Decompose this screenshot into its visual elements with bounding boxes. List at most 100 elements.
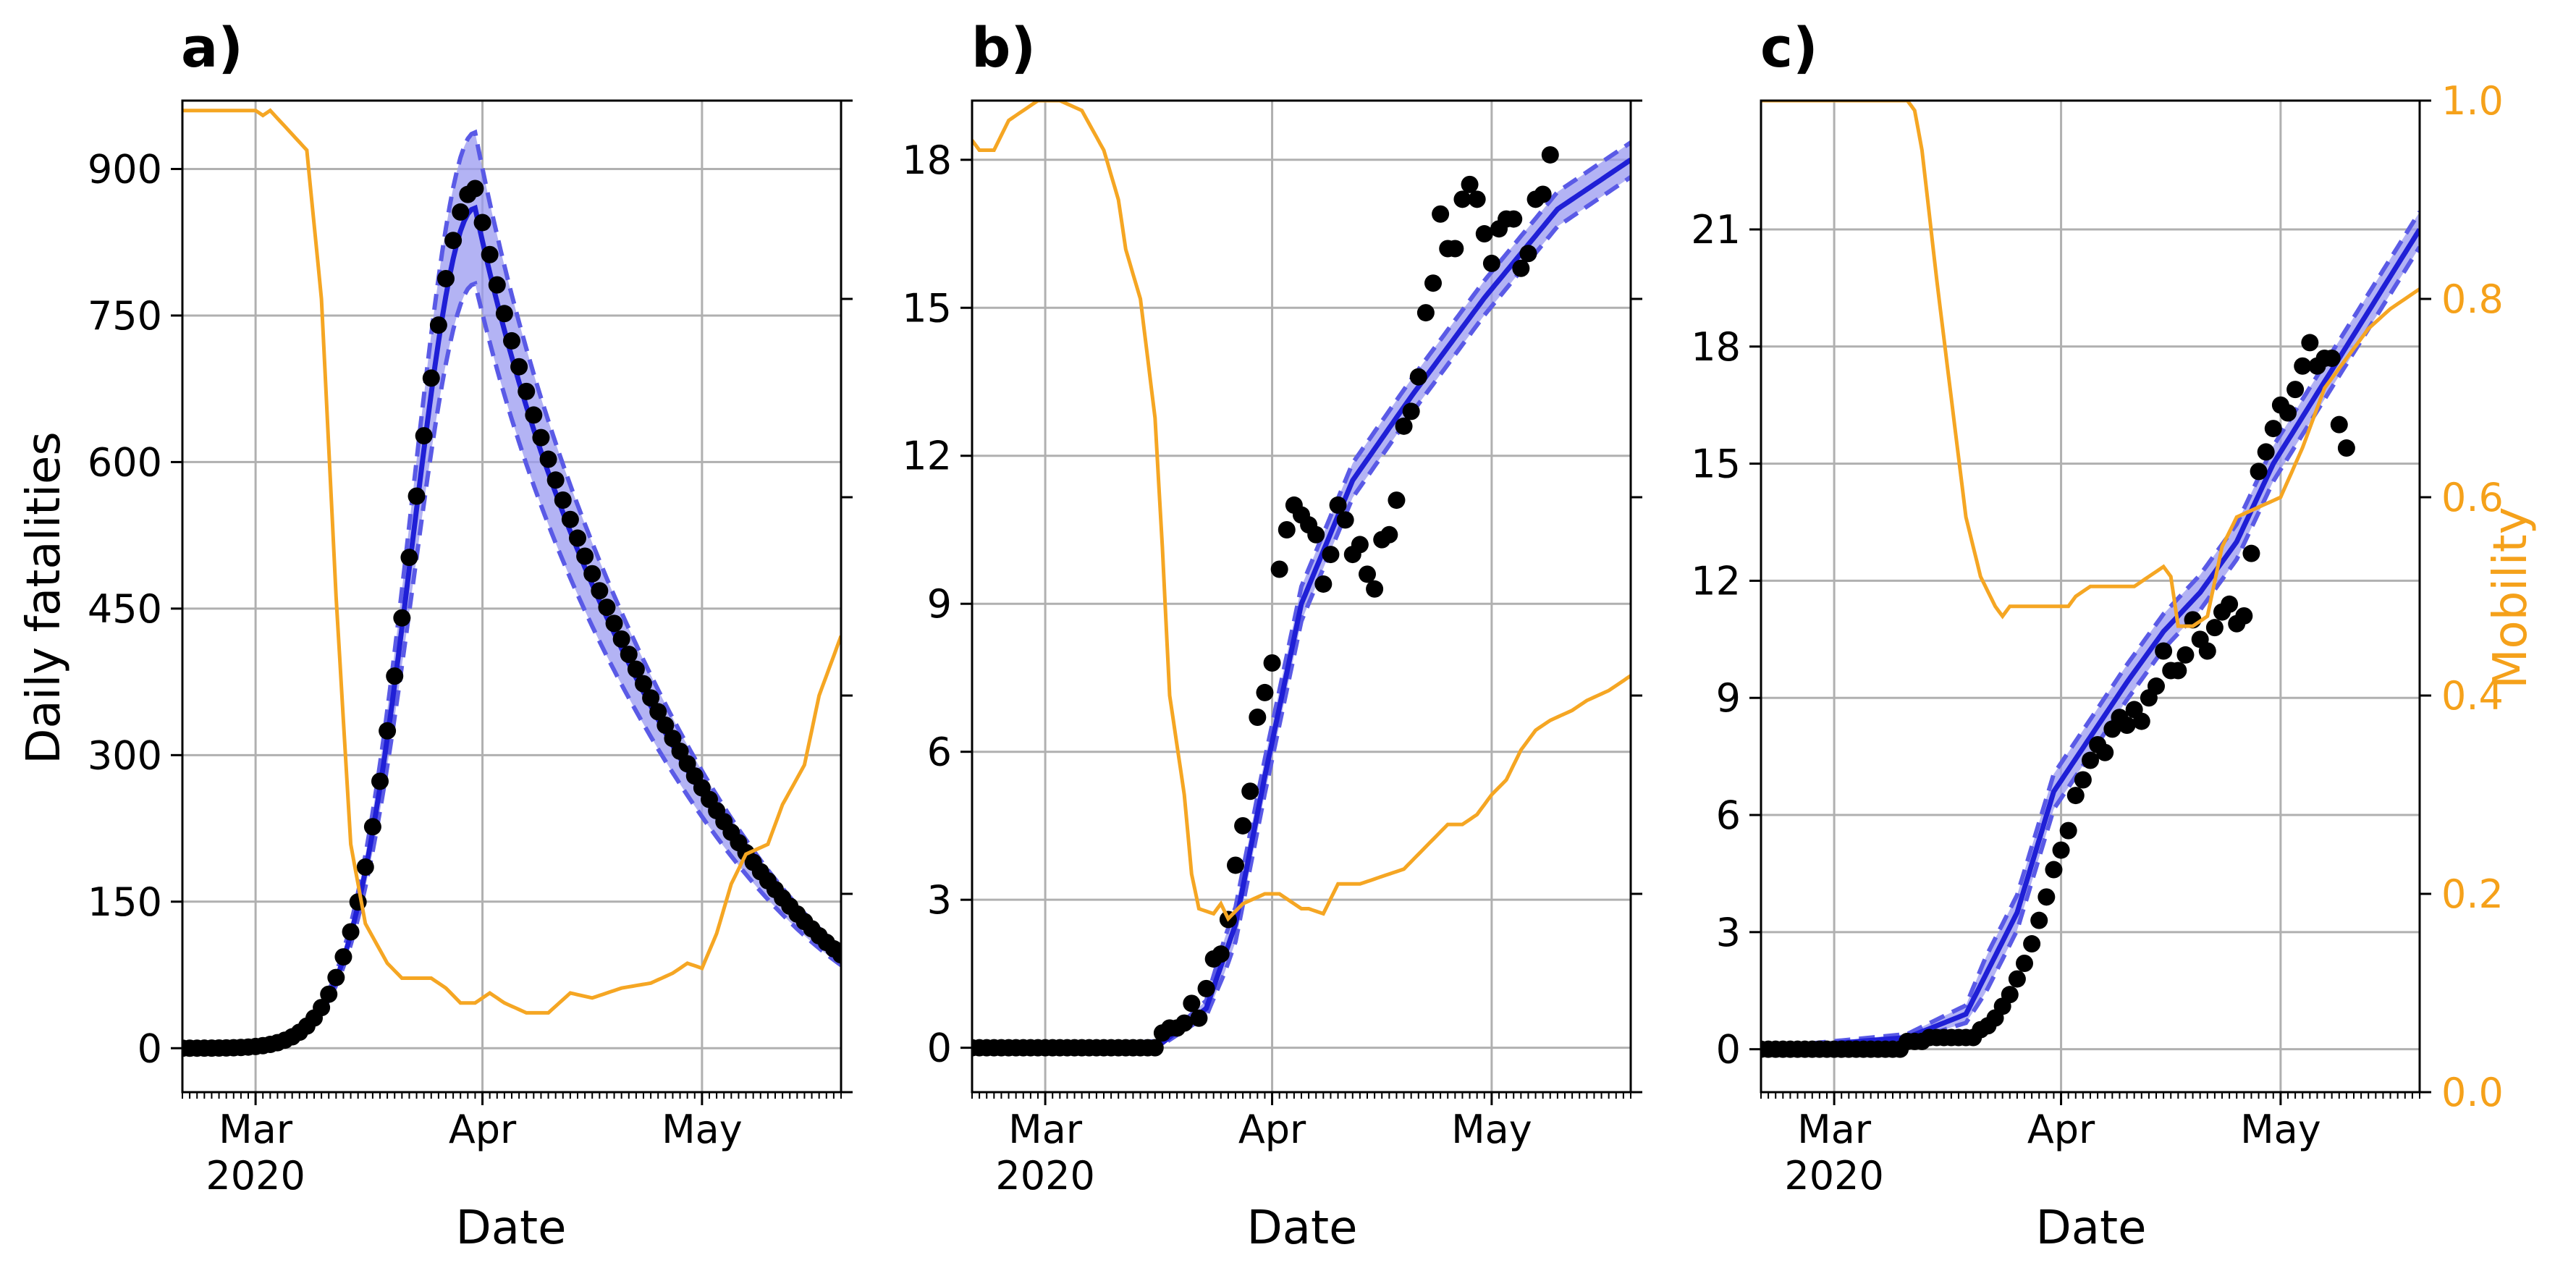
data-point: 2020-04-29: 17.2 [1468,190,1486,208]
data-point: 2020-03-23: 1.2 [1197,979,1215,997]
y-tick-label: 450 [88,586,162,632]
data-point: 2020-05-05: 18.1 [2301,334,2319,352]
data-point: 2020-04-23: 373.0438915910873 [635,675,652,693]
x-axis-title-b: Date [1247,1201,1358,1255]
data-point: 2020-04-07: 10.4 [1307,525,1325,544]
data-point: 2020-03-27: 3.7 [1227,856,1244,874]
data-point: 2020-04-27: 17.2 [1453,190,1471,208]
y-tick-label: 6 [1716,793,1741,838]
data-point: 2020-04-09: 625.0336602063045 [532,428,550,447]
data-point: 2020-03-29: 5.2 [1241,782,1259,800]
data-point: 2020-03-11: 55.2437834600299 [320,985,338,1003]
y-tick-label: 9 [1716,675,1741,721]
data-point: 2020-04-30: 15.9 [2264,420,2282,438]
data-point: 2020-03-30: 6.7 [1249,708,1267,726]
data-point: 2020-04-07: 672.2853546155657 [518,382,536,400]
data-point: 2020-04-29: 15.3 [2257,443,2275,461]
data-point: 2020-05-09: 18.1 [1541,145,1559,164]
data-point: 2020-04-16: 485.65284975013253 [583,565,601,583]
data-point: 2020-04-26: 330.5877765232066 [656,717,675,735]
mobility-tick-label: 0.2 [2441,871,2504,917]
y-axis-title: Daily fatalities [17,431,71,764]
data-point: 2020-04-17: 10.4 [1380,525,1398,544]
data-point: 2020-04-03: 10.5 [1278,520,1296,538]
panel-label-a: a) [181,15,243,80]
data-point: 2020-05-06: 16.1 [1519,245,1537,263]
x-axis-title-a: Date [456,1201,567,1255]
data-point: 2020-04-21: 13.6 [1409,368,1427,386]
data-point: 2020-03-10: 41.59661498008456 [313,999,331,1017]
mobility-tick-label: 0.8 [2441,276,2504,322]
data-point: 2020-03-31: 880 [466,179,484,198]
data-point: 2020-05-10: 15.4 [2337,439,2355,457]
data-point: 2020-04-12: 8.4 [2132,712,2150,730]
data-point: 2020-04-27: 317.11710863896667 [664,730,682,748]
data-point: 2020-05-03: 16.9 [2286,381,2305,399]
x-tick-label-may: May [1451,1107,1532,1152]
y-tick-label: 0 [927,1026,952,1071]
y-tick-label: 6 [927,730,952,775]
data-point: 2020-03-25: 685.9378043311759 [422,369,440,387]
data-point: 2020-04-01: 7.8 [1263,654,1281,672]
data-point: 2020-04-10: 11 [1329,496,1347,514]
data-point: 2020-03-20: 380.905634228067 [386,667,404,685]
data-point: 2020-03-23: 565.1071352474153 [407,487,426,505]
data-point: 2020-03-14: 119.09504924821918 [342,923,360,941]
data-point: 2020-04-20: 12.9 [1402,402,1420,421]
x-tick-label-mar: Mar [1797,1107,1872,1152]
y-tick-label: 12 [902,434,952,479]
data-point: 2020-03-21: 440.48675859487844 [393,609,411,627]
x-tick-label-mar: Mar [1008,1107,1083,1152]
data-point: 2020-04-13: 10.2 [1351,536,1369,554]
data-point: 2020-03-22: 0.6 [1190,1009,1208,1027]
confidence-band [182,132,841,1049]
x-axis-title-c: Date [2036,1201,2147,1255]
data-point: 2020-04-03: 781.3459152202153 [488,276,506,294]
y-tick-label: 150 [88,879,162,925]
data-point: 2020-04-05: 7.4 [2082,751,2099,769]
data-point: 2020-05-08: 17.7 [2323,349,2341,367]
mobility-tick-label: 0.4 [2441,673,2504,719]
data-point: 2020-03-27: 2.2 [2016,955,2033,973]
band-upper-edge [182,129,841,1051]
band-upper-edge [972,140,1631,1049]
data-point: 2020-04-19: 12.6 [1395,417,1413,435]
data-point: 2020-05-08: 17.3 [1534,185,1552,203]
y-tick-label: 18 [1691,324,1741,370]
y-tick-label: 900 [88,146,162,192]
grid [182,101,841,1092]
data-point: 2020-05-05: 15.8 [1512,259,1530,277]
data-point: 2020-04-20: 418.77595453962397 [612,630,630,648]
data-point: 2020-03-28: 4.5 [1234,816,1252,835]
x-year-label: 2020 [995,1153,1094,1199]
data-point: 2020-03-20: 0.5 [1175,1014,1194,1032]
data-point: 2020-04-22: 14.9 [1416,304,1435,322]
y-tick-label: 12 [1691,558,1741,604]
y-tick-label: 0 [1716,1027,1741,1073]
data-point: 2020-03-13: 93.47624824891001 [334,948,352,966]
x-tick-label-may: May [2240,1107,2321,1152]
data-point: 2020-05-04: 17.5 [2294,357,2312,375]
data-point: 2020-04-30: 16.5 [1475,225,1493,243]
observed-points: 2020-02-20: 02020-02-21: 02020-02-22: 02… [972,145,1559,1057]
mobility-tick-label: 1.0 [2441,78,2504,124]
band-upper-edge [1761,211,2420,1051]
data-point: 2020-03-16: 185.4580075201983 [356,858,374,876]
y-tick-label: 300 [88,732,162,778]
data-point: 2020-04-19: 434.8173604908026 [605,614,623,633]
data-point: 2020-04-04: 6.9 [2074,771,2092,789]
data-point: 2020-04-09: 10 [1322,546,1340,564]
plot-area: 2020-02-20: 0.0136673916828372322020-02-… [182,108,841,1057]
data-point: 2020-04-06: 697.5611492060245 [510,358,528,376]
x-tick-label-may: May [662,1107,743,1152]
data-point: 2020-03-26: 740.1934173546954 [429,316,447,334]
data-point: 2020-03-29: 855.9742094773434 [452,203,470,221]
y-tick-label: 3 [927,877,952,923]
confidence-band [1761,211,2420,1050]
mobility-line [1761,101,2420,628]
data-point: 2020-04-03: 6.5 [2066,787,2085,805]
data-point: 2020-04-28: 14.8 [2250,462,2268,481]
x-tick-label-apr: Apr [449,1107,517,1152]
data-point: 2020-04-08: 9.4 [1314,575,1333,593]
data-point: 2020-04-14: 522.1220663321568 [569,529,586,547]
